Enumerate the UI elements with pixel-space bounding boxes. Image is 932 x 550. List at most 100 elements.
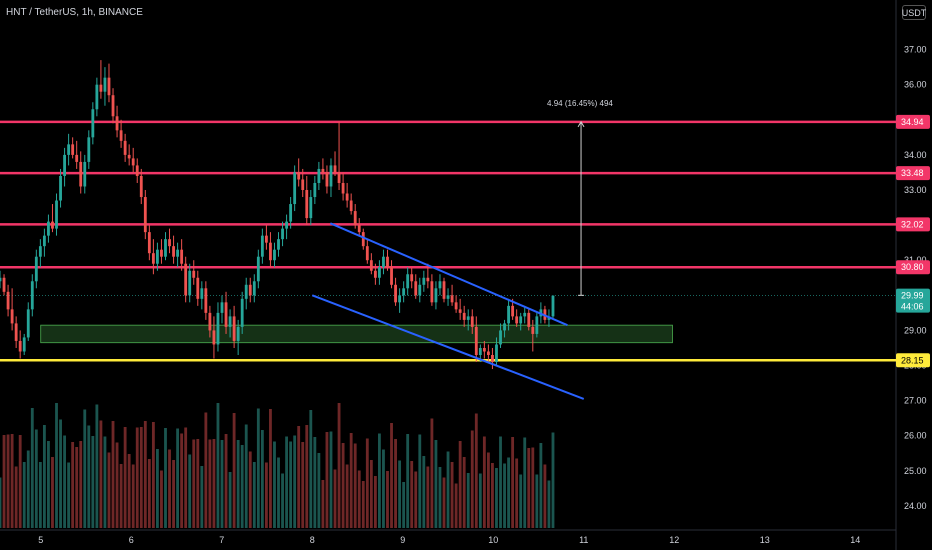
volume-bar — [184, 427, 188, 528]
volume-bar — [337, 403, 341, 528]
volume-bar — [208, 439, 212, 528]
volume-bar — [345, 464, 349, 528]
candle-body — [212, 330, 216, 345]
candle-body — [515, 316, 519, 324]
candle-body — [378, 267, 381, 278]
volume-bar — [507, 457, 510, 528]
candle-body — [176, 249, 180, 257]
volume-bar — [499, 436, 502, 528]
volume-bar — [378, 433, 381, 528]
candle-body — [410, 274, 414, 282]
volume-bar — [297, 426, 301, 528]
volume-bar — [357, 470, 361, 528]
candle-body — [535, 316, 539, 334]
volume-bar — [329, 431, 333, 528]
candle-body — [111, 95, 115, 117]
candle-body — [478, 347, 482, 355]
volume-bar — [131, 464, 135, 528]
x-tick-label: 7 — [219, 535, 224, 545]
volume-bar — [14, 466, 18, 528]
currency-badge[interactable]: USDT — [902, 5, 926, 20]
candle-body — [224, 302, 228, 327]
volume-bar — [99, 420, 103, 528]
volume-bar — [220, 440, 224, 528]
volume-bar — [188, 454, 192, 528]
candle-body — [216, 312, 220, 345]
candle-body — [192, 270, 196, 278]
candle-body — [466, 316, 470, 320]
channel-line — [329, 222, 568, 327]
volume-bar — [83, 409, 87, 528]
volume-bar — [55, 403, 58, 528]
volume-bar — [390, 423, 393, 528]
volume-bar — [503, 463, 506, 528]
volume-bar — [252, 462, 256, 528]
candle-body — [458, 309, 462, 313]
volume-bar — [466, 473, 470, 528]
candle-body — [454, 302, 458, 310]
candle-body — [95, 84, 99, 110]
candle-body — [507, 305, 510, 324]
candle-body — [164, 239, 167, 257]
volume-bar — [402, 482, 406, 528]
volume-bar — [406, 434, 410, 528]
candle-body — [232, 316, 236, 341]
candle-body — [301, 179, 305, 190]
candle-body — [135, 165, 139, 176]
volume-bar — [333, 469, 337, 528]
candle-body — [317, 168, 321, 183]
level-price-label: 28.15 — [901, 355, 924, 365]
volume-bar — [75, 447, 79, 528]
volume-bar — [438, 467, 442, 528]
candle-body — [523, 312, 527, 317]
candle-body — [38, 246, 42, 257]
x-tick-label: 5 — [38, 535, 43, 545]
volume-bar — [495, 468, 498, 528]
volume-bar — [119, 464, 123, 528]
volume-bar — [160, 470, 163, 528]
candle-body — [260, 235, 264, 257]
volume-bar — [10, 434, 14, 528]
volume-bar — [325, 432, 329, 528]
volume-bar — [30, 408, 34, 528]
candle-body — [59, 175, 62, 201]
candle-body — [462, 312, 466, 320]
volume-bar — [2, 435, 6, 528]
x-tick-label: 14 — [850, 535, 860, 545]
volume-bar — [248, 451, 252, 528]
candle-body — [511, 305, 515, 317]
y-tick-label: 31.00 — [904, 255, 927, 265]
volume-bar — [212, 439, 216, 528]
candle-body — [349, 200, 353, 212]
y-tick-label: 37.00 — [904, 45, 927, 55]
volume-bar — [87, 425, 91, 528]
x-tick-label: 10 — [488, 535, 498, 545]
volume-bar — [361, 481, 365, 528]
measure-arrow — [577, 120, 585, 128]
level-price-tag — [896, 353, 930, 368]
volume-bar — [63, 435, 66, 528]
x-tick-label: 9 — [400, 535, 405, 545]
candle-body — [264, 235, 268, 243]
volume-bar — [434, 440, 438, 528]
candle-body — [244, 284, 248, 299]
candle-body — [430, 281, 434, 303]
volume-bar — [511, 437, 515, 528]
candle-body — [426, 277, 430, 282]
candle-body — [394, 284, 397, 303]
candle-body — [357, 225, 361, 233]
volume-bar — [123, 427, 127, 528]
candle-body — [168, 239, 171, 247]
candle-body — [208, 312, 212, 331]
volume-bar — [478, 473, 482, 528]
volume-bar — [373, 476, 377, 528]
volume-bar — [386, 471, 389, 528]
volume-bar — [216, 403, 220, 528]
x-tick-label: 6 — [129, 535, 134, 545]
candle-body — [75, 154, 79, 162]
candle-body — [531, 326, 535, 334]
volume-bar — [95, 404, 99, 528]
volume-bar — [135, 427, 139, 528]
y-tick-label: 27.00 — [904, 396, 927, 406]
